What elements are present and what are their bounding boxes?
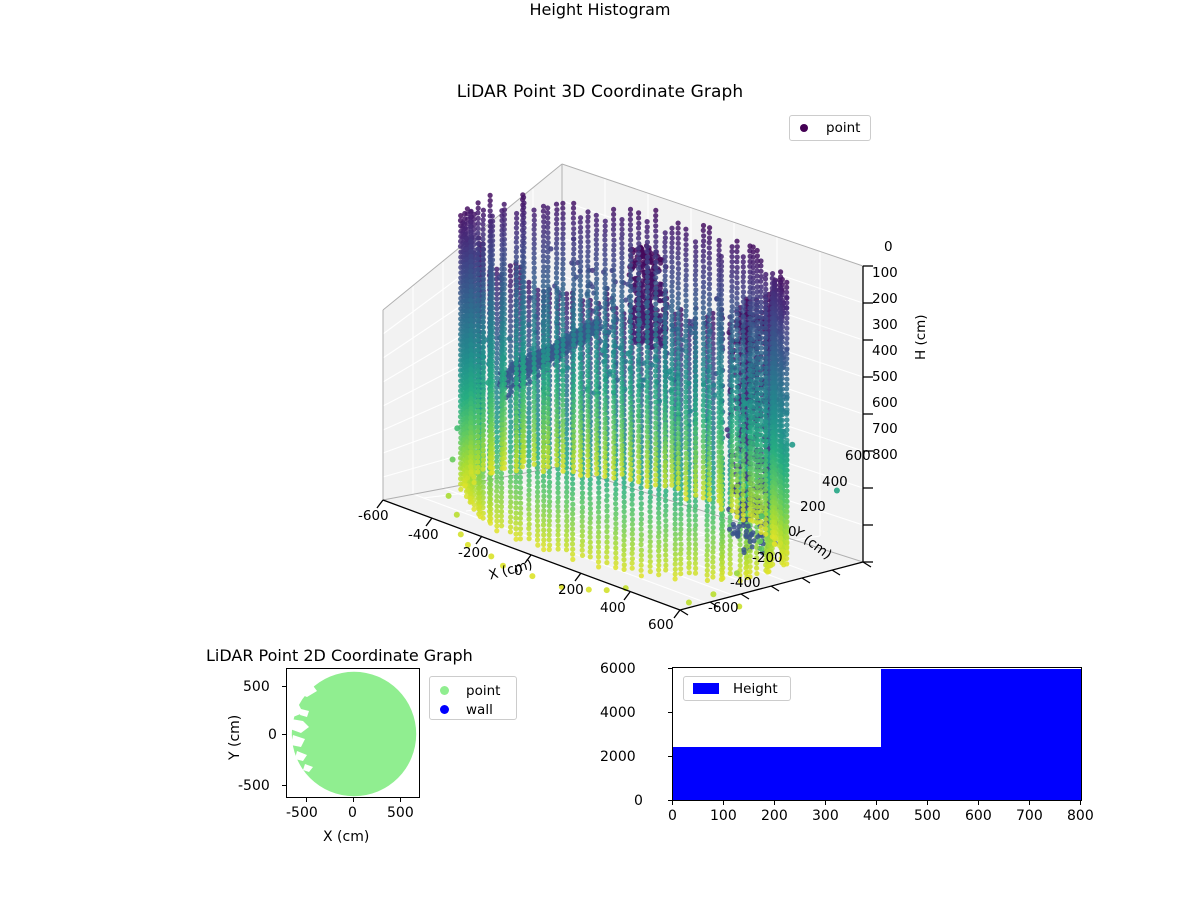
legend-wall-marker-icon	[440, 705, 449, 714]
plot3d-y-tick-3: 0	[788, 524, 797, 540]
legend-item-point[interactable]: point	[440, 681, 516, 700]
plot3d-point-cloud	[445, 192, 840, 610]
plot3d-z-tick-1: 100	[872, 265, 898, 281]
histogram-title-wrap: Height Histogram	[0, 0, 1200, 19]
plot3d-x-tickmarks	[376, 499, 681, 619]
histogram-x-tickmark-6	[978, 801, 979, 805]
plot3d-z-tick-0: 0	[884, 239, 893, 255]
histogram-y-tick-0: 0	[634, 793, 643, 809]
plot2d-y-tickmark-2	[282, 785, 286, 786]
legend-wall-label: wall	[466, 701, 493, 718]
plot3d-x-tick-0: -600	[358, 508, 389, 524]
histogram-x-tick-3: 300	[812, 808, 839, 824]
plot2d-x-axis-label: X (cm)	[323, 829, 370, 845]
plot3d-z-tick-2: 200	[872, 291, 898, 307]
legend-height-label: Height	[733, 680, 778, 697]
legend-item-wall[interactable]: wall	[440, 700, 516, 719]
histogram-x-tickmark-0	[672, 801, 673, 805]
histogram-y-tickmark-3	[668, 668, 672, 669]
plot2d-x-tickmark-1	[353, 798, 354, 802]
plot2d-title: LiDAR Point 2D Coordinate Graph	[206, 646, 473, 665]
plot3d-z-tick-6: 600	[872, 395, 898, 411]
histogram-x-tick-5: 500	[914, 808, 941, 824]
histogram-x-tick-6: 600	[965, 808, 992, 824]
plot2d-y-tickmark-0	[282, 686, 286, 687]
legend-point-marker-icon	[800, 124, 808, 132]
plot3d-z-tick-4: 400	[872, 343, 898, 359]
histogram-x-tickmark-8	[1080, 801, 1081, 805]
plot3d-z-tick-7: 700	[872, 421, 898, 437]
plot3d-y-tick-5: -400	[730, 575, 761, 591]
plot2d-y-tick-1: 0	[268, 727, 277, 743]
plot2d-canvas	[287, 671, 417, 797]
plot3d-y-tick-0: 600	[845, 448, 871, 464]
plot3d-z-tick-5: 500	[872, 369, 898, 385]
histogram-x-tick-4: 400	[863, 808, 890, 824]
plot2d-x-tick-0: -500	[286, 805, 318, 821]
plot3d-y-tick-4: -200	[752, 550, 783, 566]
plot3d-z-tickmarks	[863, 265, 873, 563]
plot3d-y-tickmarks	[679, 561, 872, 616]
histogram-x-tick-2: 200	[761, 808, 788, 824]
histogram-x-tickmark-4	[876, 801, 877, 805]
histogram-x-tickmark-3	[825, 801, 826, 805]
histogram-y-tick-3: 6000	[600, 661, 636, 677]
histogram-legend[interactable]: Height	[683, 676, 791, 701]
histogram-bar-0[interactable]	[673, 746, 881, 800]
plot2d-y-axis-label: Y (cm)	[227, 714, 243, 760]
legend-height-swatch-icon	[693, 683, 719, 694]
histogram-x-tickmark-2	[774, 801, 775, 805]
plot3d-axes[interactable]	[330, 140, 930, 640]
plot2d-y-tick-0: 500	[243, 679, 270, 695]
plot3d-x-tick-4: 200	[558, 582, 584, 598]
plot2d-axes[interactable]	[286, 668, 420, 798]
plot3d-z-axis-label: H (cm)	[913, 314, 929, 360]
histogram-bar-1[interactable]	[880, 668, 1081, 800]
plot3d-x-tick-2: -200	[458, 545, 489, 561]
histogram-x-tickmark-7	[1029, 801, 1030, 805]
plot3d-canvas	[330, 140, 873, 619]
histogram-y-tick-2: 4000	[600, 705, 636, 721]
plot3d-x-tick-6: 600	[648, 617, 674, 633]
plot3d-legend[interactable]: point	[789, 115, 871, 141]
histogram-x-tickmark-1	[723, 801, 724, 805]
plot2d-legend[interactable]: point wall	[429, 676, 517, 720]
histogram-x-tickmark-5	[927, 801, 928, 805]
plot3d-y-tick-2: 200	[800, 499, 826, 515]
histogram-y-tickmark-2	[668, 712, 672, 713]
plot2d-x-tick-1: 0	[348, 805, 357, 821]
histogram-x-tick-7: 700	[1016, 808, 1043, 824]
histogram-y-tickmark-1	[668, 756, 672, 757]
histogram-y-tick-1: 2000	[600, 749, 636, 765]
plot3d-x-tick-1: -400	[408, 527, 439, 543]
plot2d-x-tick-2: 500	[387, 805, 414, 821]
plot2d-x-tickmark-2	[400, 798, 401, 802]
plot3d-x-tick-5: 400	[600, 600, 626, 616]
plot3d-y-tick-6: -600	[708, 600, 739, 616]
plot2d-x-tickmark-0	[306, 798, 307, 802]
plot2d-y-tick-2: -500	[238, 778, 270, 794]
plot2d-y-tickmark-1	[282, 734, 286, 735]
plot3d-title: LiDAR Point 3D Coordinate Graph	[456, 82, 744, 102]
histogram-x-tick-1: 100	[710, 808, 737, 824]
legend-point-label: point	[466, 682, 501, 699]
histogram-x-tick-8: 800	[1067, 808, 1094, 824]
legend-point-label: point	[826, 120, 861, 136]
plot3d-z-tick-3: 300	[872, 317, 898, 333]
legend-point-marker-icon	[440, 686, 449, 695]
plot3d-z-tick-8: 800	[872, 447, 898, 463]
histogram-x-tick-0: 0	[668, 808, 677, 824]
plot3d-x-tick-3: 0	[514, 563, 523, 579]
histogram-title: Height Histogram	[529, 0, 671, 19]
histogram-y-tickmark-0	[668, 800, 672, 801]
plot3d-y-tick-1: 400	[822, 474, 848, 490]
